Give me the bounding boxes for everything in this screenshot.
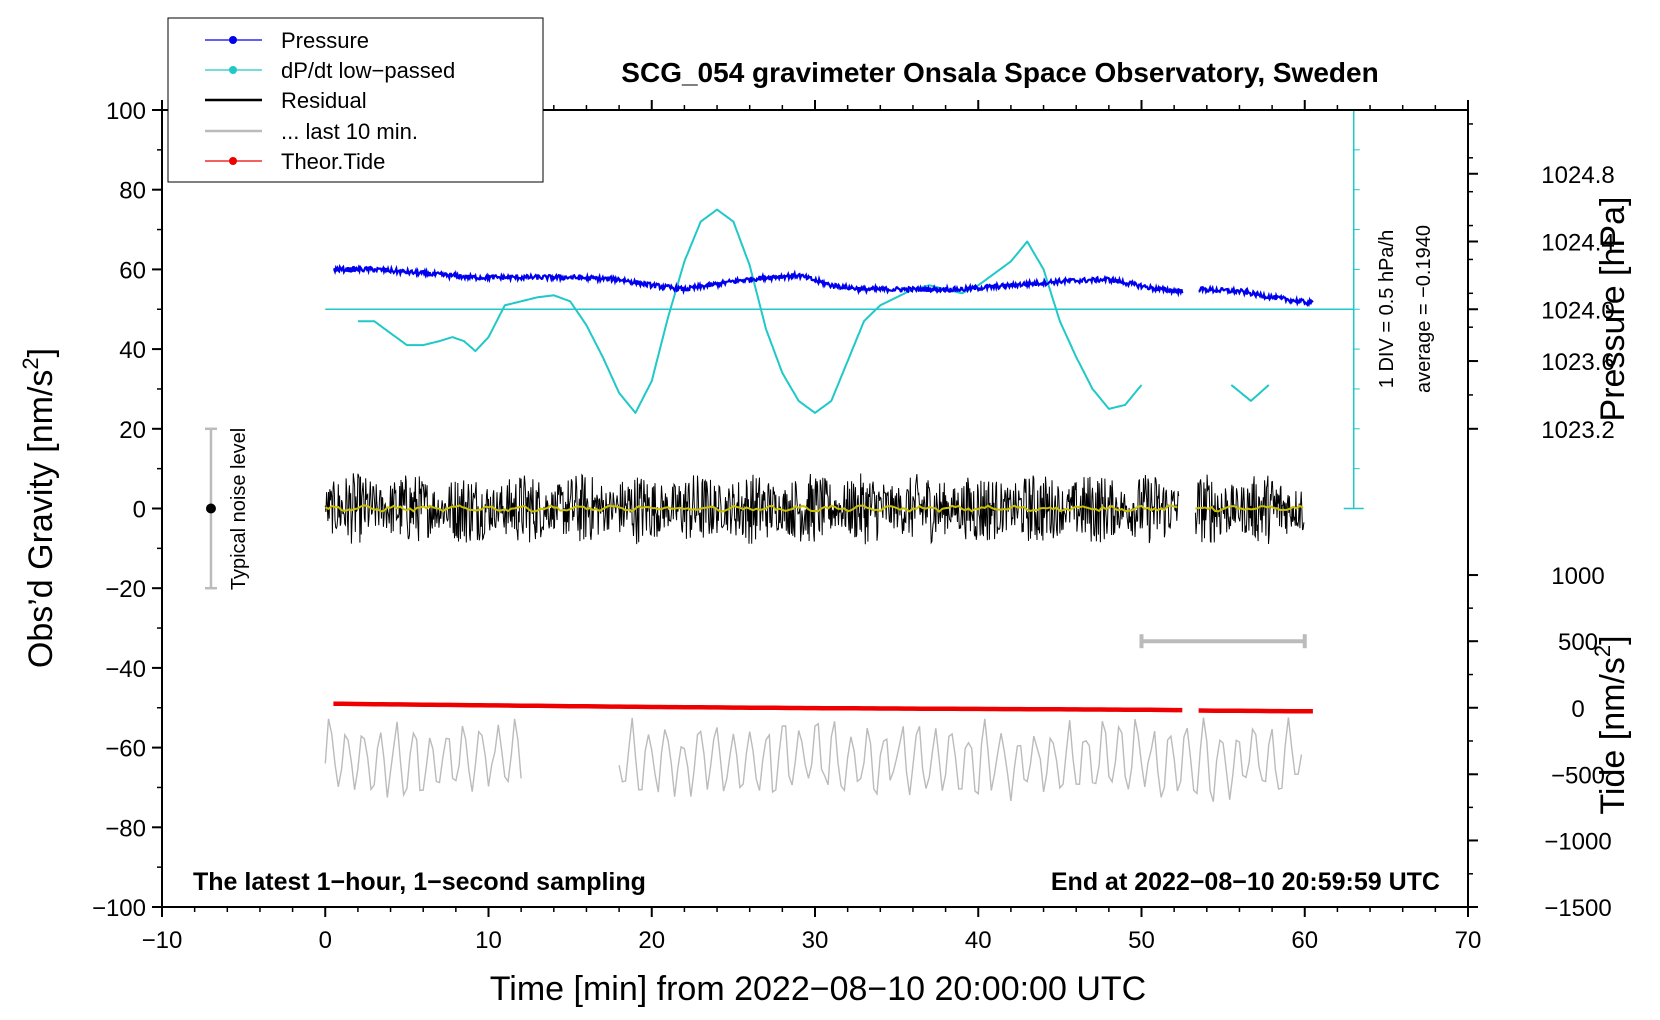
- x-tick-label: 70: [1455, 927, 1482, 954]
- scale-average-label: average = −0.1940: [1413, 225, 1435, 393]
- y-tick-label: −20: [105, 576, 146, 603]
- tide-tick-label: −1500: [1544, 895, 1611, 922]
- x-tick-label: 40: [965, 927, 992, 954]
- tide-trace: [1198, 708, 1313, 714]
- pressure-axis-label: Pressure [hPa]: [1594, 197, 1632, 422]
- end-time-note: End at 2022−08−10 20:59:59 UTC: [1051, 868, 1440, 896]
- legend-marker-pressure: [229, 36, 237, 44]
- legend-label-pressure: Pressure: [281, 28, 369, 53]
- last10-trace: [324, 718, 522, 798]
- residual-trace: [324, 473, 1180, 545]
- residual-smoothed-trace: [324, 504, 1178, 513]
- x-tick-label: 20: [638, 927, 665, 954]
- pressure-tick-label: 1024.8: [1541, 162, 1614, 189]
- legend-marker-tide: [229, 157, 237, 165]
- tide-trace: [333, 701, 1183, 713]
- legend-label-residual: Residual: [281, 88, 367, 113]
- y-axis-label: Obs’d Gravity [nm/s2]: [18, 348, 60, 668]
- y-axis-tide: −1500 −1000 −500 0 500 1000: [1468, 563, 1612, 922]
- y-tick-label: 80: [119, 178, 146, 205]
- legend-label-tide: Theor.Tide: [281, 149, 385, 174]
- data-layer: [204, 109, 1364, 802]
- x-tick-label: 50: [1128, 927, 1155, 954]
- x-tick-label: 10: [475, 927, 502, 954]
- pressure-trace: [1198, 284, 1314, 308]
- y-tick-label: 20: [119, 417, 146, 444]
- noise-level-label: Typical noise level: [228, 428, 250, 590]
- legend-marker-dpdt: [229, 66, 237, 74]
- y-tick-label: 60: [119, 257, 146, 284]
- pressure-trace: [333, 263, 1184, 298]
- y-tick-label: −80: [105, 815, 146, 842]
- pressure-tick-label: 1023.6: [1541, 349, 1614, 376]
- last10-trace: [618, 717, 1303, 802]
- pressure-tick-label: 1024.0: [1541, 297, 1614, 324]
- tide-tick-label: −500: [1551, 762, 1605, 789]
- x-axis-label: Time [min] from 2022−08−10 20:00:00 UTC: [490, 970, 1146, 1008]
- chart-title: SCG_054 gravimeter Onsala Space Observat…: [621, 57, 1378, 88]
- scale-div-label: 1 DIV = 0.5 hPa/h: [1376, 230, 1398, 388]
- x-tick-label: 30: [802, 927, 829, 954]
- y-axis-pressure: 1023.2 1023.6 1024.0 1024.4 1024.8: [1468, 123, 1615, 444]
- x-tick-label: 60: [1291, 927, 1318, 954]
- residual-smoothed-trace: [1195, 504, 1304, 513]
- y-axis-left: −100 −80 −60 −40 −20 0 20 40 60 80 100: [92, 98, 162, 922]
- legend-label-last10: ... last 10 min.: [281, 119, 418, 144]
- tide-axis-label: Tide [nm/s2]: [1590, 635, 1632, 814]
- tide-tick-label: −1000: [1544, 828, 1611, 855]
- tide-tick-label: 0: [1571, 696, 1584, 723]
- x-axis: −10 0 10 20 30 40 50 60 70: [142, 100, 1482, 954]
- x-tick-label: −10: [142, 927, 183, 954]
- tide-tick-label: 500: [1558, 629, 1598, 656]
- dpdt-trace-after-gap: [1230, 384, 1270, 402]
- pressure-tick-label: 1024.4: [1541, 230, 1614, 257]
- sampling-note: The latest 1−hour, 1−second sampling: [193, 868, 646, 896]
- dpdt-trace: [357, 208, 1143, 414]
- x-tick-label: 0: [319, 927, 332, 954]
- residual-trace: [1194, 474, 1305, 545]
- y-tick-label: 0: [133, 497, 146, 524]
- legend: Pressure dP/dt low−passed Residual ... l…: [167, 17, 544, 183]
- y-tick-label: −60: [105, 736, 146, 763]
- pressure-tick-label: 1023.2: [1541, 417, 1614, 444]
- y-tick-label: 40: [119, 337, 146, 364]
- y-tick-label: 100: [106, 98, 146, 125]
- tide-tick-label: 1000: [1551, 563, 1604, 590]
- y-tick-label: −40: [105, 656, 146, 683]
- y-tick-label: −100: [92, 895, 146, 922]
- legend-label-dpdt: dP/dt low−passed: [281, 58, 455, 83]
- noise-bar-center: [205, 503, 216, 514]
